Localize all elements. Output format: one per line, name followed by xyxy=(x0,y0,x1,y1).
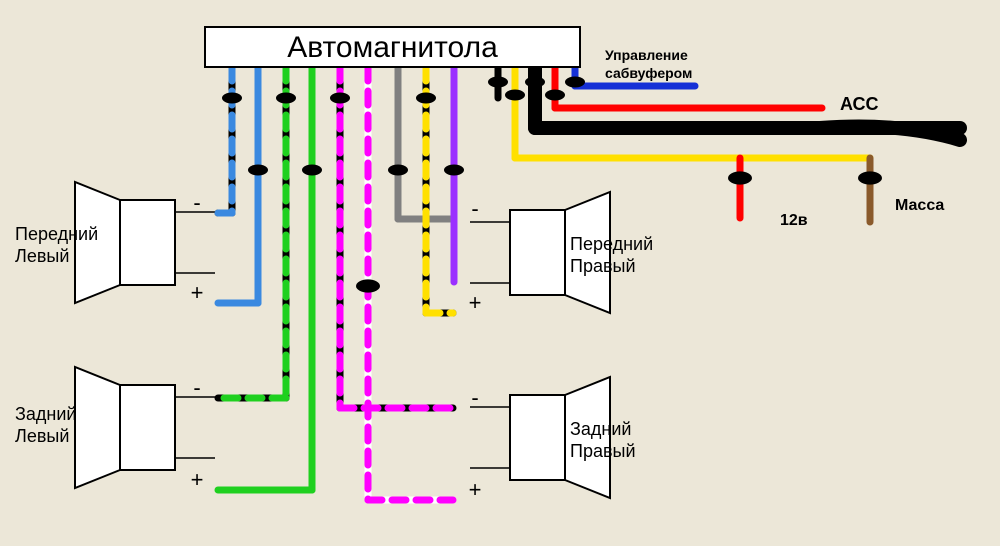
svg-text:Задний: Задний xyxy=(15,404,76,424)
label-sub-control xyxy=(605,45,725,80)
svg-text:Левый: Левый xyxy=(15,246,69,266)
label-12v xyxy=(780,210,820,230)
speaker-rear-left xyxy=(75,367,220,487)
speaker-front-right xyxy=(465,192,610,312)
svg-text:Левый: Левый xyxy=(15,426,69,446)
label-ground xyxy=(895,195,955,215)
stereo-head-unit xyxy=(205,27,580,67)
speaker-front-left xyxy=(75,182,220,302)
speaker-rear-right xyxy=(465,377,610,497)
label-acc xyxy=(840,95,890,117)
